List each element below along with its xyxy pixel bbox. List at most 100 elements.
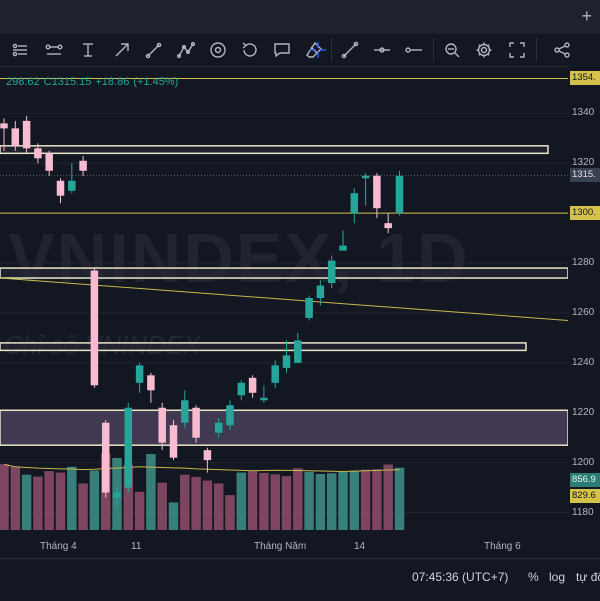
candle-body — [316, 285, 325, 298]
candle-body — [248, 377, 257, 393]
price-axis-label: 1220 — [572, 406, 595, 418]
price-axis-label: 1320 — [572, 157, 595, 169]
text-tool-icon[interactable] — [76, 38, 100, 62]
candle-body — [294, 340, 302, 363]
toolbar-separator — [433, 38, 434, 62]
horizontal-ray-icon[interactable] — [370, 38, 394, 62]
time-axis-label: Tháng 6 — [484, 541, 521, 552]
volume-bar — [315, 474, 326, 530]
candle-body — [271, 365, 279, 383]
volume-bar — [67, 466, 77, 530]
volume-bar — [10, 466, 21, 530]
volume-bar — [326, 473, 337, 530]
arrow-tool-icon[interactable] — [110, 38, 134, 62]
magnifier-icon[interactable] — [440, 38, 464, 62]
rotate-shape-icon[interactable] — [238, 38, 262, 62]
top-bar: + — [0, 0, 600, 35]
time-axis-label: Tháng 4 — [40, 541, 77, 552]
volume-bar — [247, 471, 258, 530]
crosshair-icon[interactable] — [306, 38, 330, 62]
volume-bar — [134, 491, 145, 530]
volume-bar — [360, 469, 371, 530]
volume-bar — [180, 474, 190, 530]
price-axis-label: 1240 — [572, 356, 595, 368]
volume-bar — [157, 482, 167, 530]
candle-body — [79, 160, 87, 171]
candle-body — [113, 492, 121, 498]
volume-bar — [236, 472, 247, 530]
path-tool-icon[interactable] — [174, 38, 198, 62]
time-axis-label: Tháng Năm — [254, 541, 307, 552]
price-badge-line: 1354. — [570, 71, 600, 86]
candle-body — [101, 422, 110, 493]
candle-body — [237, 382, 246, 396]
volume-bar — [123, 464, 134, 530]
candle-body — [22, 120, 31, 149]
candle-body — [169, 425, 178, 458]
volume-bar — [191, 476, 201, 530]
volume-bar — [338, 471, 348, 530]
ohlc-open-value: 298.62 — [6, 76, 40, 88]
price-axis-label: 1340 — [572, 107, 595, 119]
price-chart[interactable] — [0, 66, 568, 530]
price-badge-line: 1300. — [570, 206, 600, 221]
comment-icon[interactable] — [270, 38, 294, 62]
candle-body — [181, 400, 189, 423]
volume-bar — [349, 470, 360, 530]
volume-bar — [21, 474, 32, 530]
ohlc-close-label: C — [43, 76, 52, 88]
candle-body — [282, 355, 291, 368]
candle-body — [327, 260, 336, 284]
ohlc-legend: 298.62 C1315.15 +18.86 (+1.45%) — [6, 76, 182, 88]
candle-body — [158, 407, 166, 443]
toolbar-separator — [536, 38, 537, 62]
time-axis-label: 11 — [131, 541, 142, 552]
volume-bar — [202, 480, 213, 530]
volume-bar — [304, 471, 314, 530]
settings-sliders-icon[interactable] — [8, 38, 32, 62]
trendline-icon[interactable] — [42, 38, 66, 62]
percent-scale-toggle[interactable]: % — [528, 570, 539, 584]
circle-tool-icon[interactable] — [206, 38, 230, 62]
candle-body — [395, 175, 404, 214]
volume-bar — [89, 470, 100, 530]
volume-bar — [168, 502, 179, 530]
toolbar-separator — [331, 38, 332, 62]
volume-bar — [33, 476, 43, 530]
volume-bar — [78, 483, 88, 530]
candle-body — [124, 407, 133, 488]
candle-body — [192, 407, 200, 438]
candle-body — [147, 375, 155, 391]
candle-body — [214, 422, 223, 433]
volume-bar — [383, 464, 393, 530]
price-badge-vol-ma: 829.6 — [570, 489, 600, 503]
volume-bar — [394, 467, 405, 530]
auto-scale-toggle[interactable]: tự độ — [576, 570, 600, 584]
add-tab-icon[interactable]: + — [581, 6, 592, 26]
horizontal-line-icon[interactable] — [402, 38, 426, 62]
ohlc-change-pct: (+1.45%) — [133, 76, 179, 88]
candle-body — [226, 405, 234, 426]
fullscreen-icon[interactable] — [505, 38, 529, 62]
log-scale-toggle[interactable]: log — [549, 570, 566, 584]
support-resistance-zone — [0, 342, 527, 352]
support-resistance-zone — [0, 409, 568, 446]
line-tool-icon[interactable] — [338, 38, 362, 62]
time-axis-label: 14 — [354, 541, 366, 552]
candle-body — [350, 193, 359, 214]
share-icon[interactable] — [550, 38, 574, 62]
volume-bar — [293, 468, 303, 530]
price-axis[interactable]: 1340 1320 1280 1260 1240 1220 1200 1180 1354. 131… — [568, 66, 600, 530]
volume-bar — [44, 471, 54, 530]
volume-ma-line — [3, 464, 400, 472]
gear-icon[interactable] — [472, 38, 496, 62]
volume-bar — [0, 464, 9, 530]
volume-bar — [259, 472, 269, 530]
ohlc-change: +18.86 — [95, 76, 130, 88]
candle-body — [56, 180, 65, 196]
candle-body — [45, 153, 53, 171]
time-axis[interactable]: Tháng 4 11 Tháng Năm 14 Tháng 6 — [0, 530, 600, 558]
volume-bar — [270, 474, 280, 530]
clock-readout[interactable]: 07:45:36 (UTC+7) — [412, 570, 509, 584]
brush-tool-icon[interactable] — [142, 38, 166, 62]
